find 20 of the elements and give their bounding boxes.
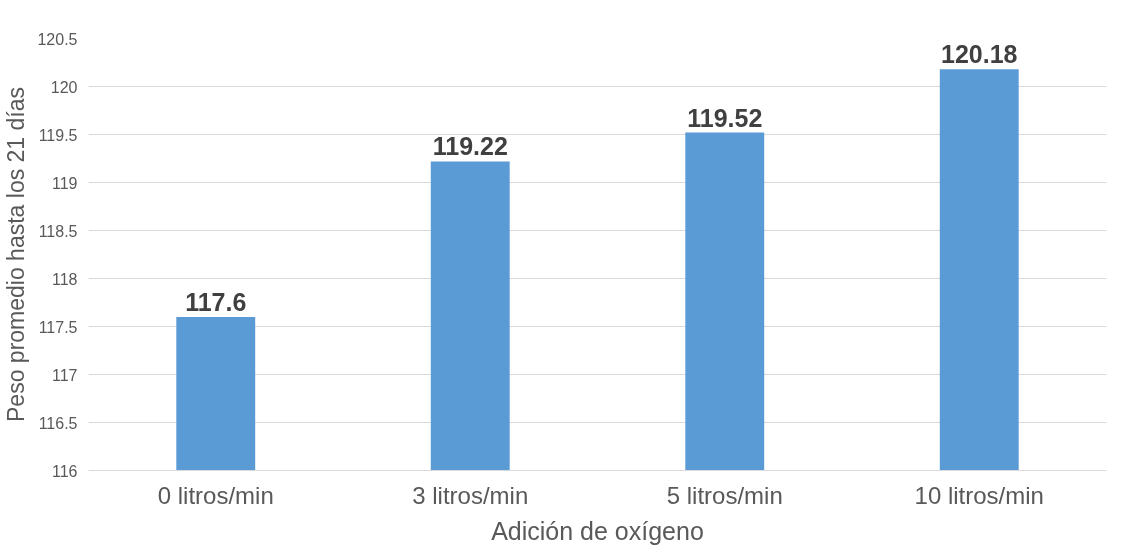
- y-tick-label: 119.5: [38, 126, 78, 144]
- y-tick-label: 119: [51, 174, 78, 192]
- y-tick-label: 116.5: [38, 414, 78, 432]
- y-tick-label: 118: [51, 270, 78, 288]
- y-axis-title: Peso promedio hasta los 21 días: [3, 87, 30, 422]
- y-tick-label: 120.5: [37, 30, 78, 48]
- x-tick-label: 10 litros/min: [914, 481, 1044, 509]
- y-tick-label: 116: [51, 462, 78, 480]
- data-label: 117.6: [185, 287, 247, 316]
- x-tick-label: 0 litros/min: [157, 481, 274, 509]
- y-tick-label: 120: [50, 78, 78, 96]
- data-label: 119.22: [432, 132, 508, 161]
- data-label: 119.52: [687, 103, 763, 132]
- data-label: 120.18: [941, 40, 1018, 69]
- x-tick-label: 5 litros/min: [666, 481, 783, 509]
- x-tick-label: 3 litros/min: [412, 481, 529, 509]
- y-tick-label: 117.5: [38, 318, 78, 336]
- y-tick-label: 117: [51, 366, 78, 384]
- x-axis-title: Adición de oxígeno: [491, 516, 704, 545]
- y-tick-label: 118.5: [38, 222, 78, 240]
